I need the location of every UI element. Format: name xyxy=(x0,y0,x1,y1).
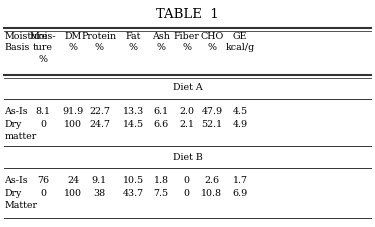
Text: 10.8: 10.8 xyxy=(201,189,222,198)
Text: Fiber: Fiber xyxy=(174,32,200,41)
Text: %: % xyxy=(39,54,48,64)
Text: GE: GE xyxy=(233,32,247,41)
Text: TABLE  1: TABLE 1 xyxy=(156,8,219,21)
Text: 100: 100 xyxy=(64,189,82,198)
Text: 0: 0 xyxy=(40,120,46,129)
Text: Basis: Basis xyxy=(4,43,30,52)
Text: 1.7: 1.7 xyxy=(232,176,248,185)
Text: %: % xyxy=(69,43,78,52)
Text: kcal/g: kcal/g xyxy=(225,43,255,52)
Text: Dry: Dry xyxy=(4,189,22,198)
Text: Diet B: Diet B xyxy=(172,153,202,162)
Text: %: % xyxy=(207,43,216,52)
Text: 43.7: 43.7 xyxy=(123,189,144,198)
Text: ture: ture xyxy=(33,43,53,52)
Text: 2.6: 2.6 xyxy=(204,176,219,185)
Text: 4.9: 4.9 xyxy=(232,120,248,129)
Text: 1.8: 1.8 xyxy=(154,176,169,185)
Text: DM: DM xyxy=(64,32,82,41)
Text: 0: 0 xyxy=(184,189,190,198)
Text: Protein: Protein xyxy=(82,32,117,41)
Text: 10.5: 10.5 xyxy=(123,176,144,185)
Text: 100: 100 xyxy=(64,120,82,129)
Text: 13.3: 13.3 xyxy=(123,107,144,116)
Text: matter: matter xyxy=(4,132,37,141)
Text: 4.5: 4.5 xyxy=(232,107,248,116)
Text: 76: 76 xyxy=(37,176,49,185)
Text: Dry: Dry xyxy=(4,120,22,129)
Text: 24: 24 xyxy=(67,176,79,185)
Text: %: % xyxy=(157,43,166,52)
Text: 14.5: 14.5 xyxy=(123,120,144,129)
Text: 6.1: 6.1 xyxy=(154,107,169,116)
Text: %: % xyxy=(129,43,138,52)
Text: Diet A: Diet A xyxy=(172,83,202,92)
Text: 22.7: 22.7 xyxy=(89,107,110,116)
Text: As-Is: As-Is xyxy=(4,107,28,116)
Text: Matter: Matter xyxy=(4,201,38,210)
Text: CHO: CHO xyxy=(200,32,223,41)
Text: 9.1: 9.1 xyxy=(92,176,107,185)
Text: 24.7: 24.7 xyxy=(89,120,110,129)
Text: 0: 0 xyxy=(40,189,46,198)
Text: 47.9: 47.9 xyxy=(201,107,222,116)
Text: %: % xyxy=(95,43,104,52)
Text: 7.5: 7.5 xyxy=(154,189,169,198)
Text: As-Is: As-Is xyxy=(4,176,28,185)
Text: %: % xyxy=(182,43,191,52)
Text: 6.6: 6.6 xyxy=(154,120,169,129)
Text: 6.9: 6.9 xyxy=(232,189,248,198)
Text: 2.0: 2.0 xyxy=(179,107,194,116)
Text: 0: 0 xyxy=(184,176,190,185)
Text: Moisture: Moisture xyxy=(4,32,48,41)
Text: Ash: Ash xyxy=(152,32,170,41)
Text: 38: 38 xyxy=(93,189,105,198)
Text: Mois-: Mois- xyxy=(30,32,56,41)
Text: 2.1: 2.1 xyxy=(179,120,194,129)
Text: Fat: Fat xyxy=(125,32,141,41)
Text: 91.9: 91.9 xyxy=(63,107,84,116)
Text: 8.1: 8.1 xyxy=(36,107,51,116)
Text: 52.1: 52.1 xyxy=(201,120,222,129)
